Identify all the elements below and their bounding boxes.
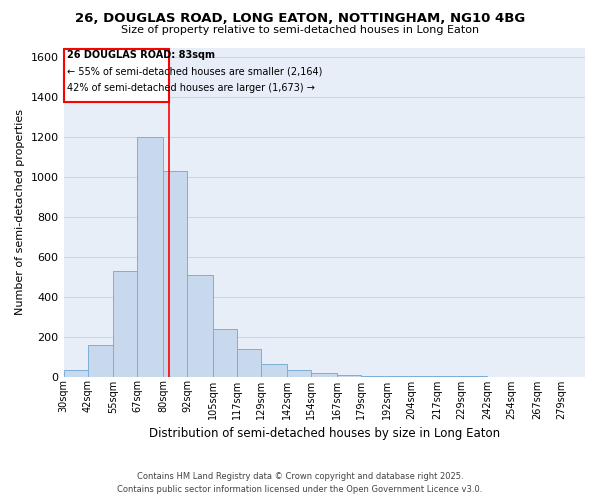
Bar [113, 271, 137, 376]
Bar [64, 370, 88, 376]
Bar [64, 50, 169, 102]
Text: 42% of semi-detached houses are larger (1,673) →: 42% of semi-detached houses are larger (… [67, 84, 314, 94]
Text: ← 55% of semi-detached houses are smaller (2,164): ← 55% of semi-detached houses are smalle… [67, 67, 322, 77]
Text: 26 DOUGLAS ROAD: 83sqm: 26 DOUGLAS ROAD: 83sqm [67, 50, 215, 60]
Bar [311, 372, 337, 376]
Text: Contains HM Land Registry data © Crown copyright and database right 2025.
Contai: Contains HM Land Registry data © Crown c… [118, 472, 482, 494]
Bar [287, 370, 311, 376]
Bar [187, 275, 214, 376]
Bar [163, 171, 187, 376]
Bar [262, 364, 287, 376]
Bar [238, 348, 262, 376]
Text: 26, DOUGLAS ROAD, LONG EATON, NOTTINGHAM, NG10 4BG: 26, DOUGLAS ROAD, LONG EATON, NOTTINGHAM… [75, 12, 525, 26]
Bar [88, 344, 113, 376]
Bar [337, 374, 361, 376]
Y-axis label: Number of semi-detached properties: Number of semi-detached properties [15, 109, 25, 315]
Bar [137, 137, 163, 376]
X-axis label: Distribution of semi-detached houses by size in Long Eaton: Distribution of semi-detached houses by … [149, 427, 500, 440]
Bar [214, 328, 238, 376]
Text: Size of property relative to semi-detached houses in Long Eaton: Size of property relative to semi-detach… [121, 25, 479, 35]
